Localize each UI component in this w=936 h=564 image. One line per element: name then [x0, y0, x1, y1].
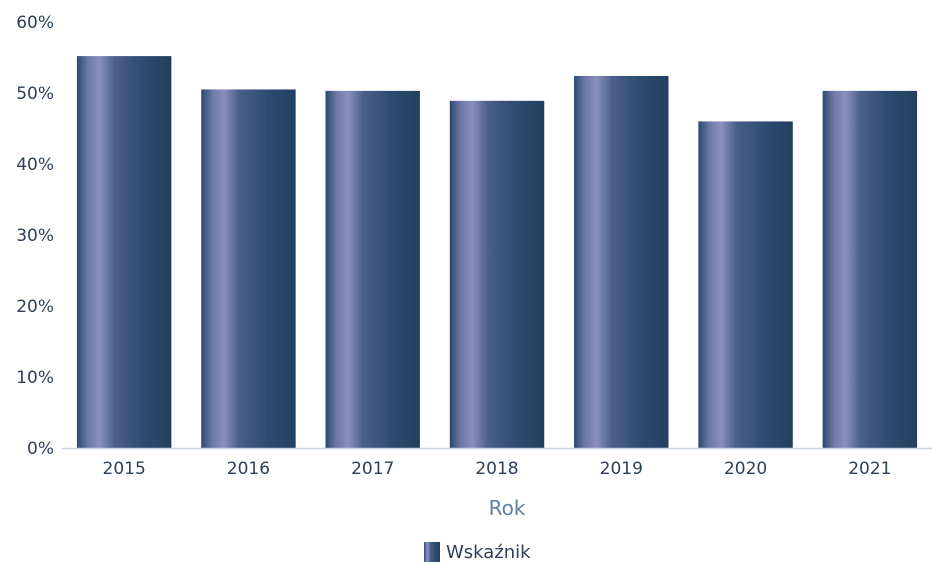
y-tick-label: 30% — [16, 226, 54, 246]
bar — [449, 100, 545, 448]
x-tick-label: 2019 — [600, 459, 643, 479]
legend: Wskaźnik — [424, 542, 531, 563]
bar — [201, 89, 296, 448]
legend-swatch — [424, 542, 440, 562]
bar — [698, 121, 793, 449]
x-tick-label: 2015 — [103, 459, 146, 479]
bar — [76, 56, 172, 449]
bar — [325, 90, 420, 449]
bars-group — [76, 56, 918, 449]
y-tick-label: 20% — [16, 297, 54, 317]
x-tick-label: 2017 — [351, 459, 394, 479]
y-tick-label: 40% — [16, 155, 54, 175]
x-tick-label: 2018 — [475, 459, 518, 479]
x-tick-label: 2021 — [848, 459, 891, 479]
legend-label: Wskaźnik — [446, 542, 531, 563]
y-tick-label: 10% — [16, 368, 54, 388]
x-tick-label: 2016 — [227, 459, 270, 479]
y-axis-ticks: 0% 10% 20% 30% 40% 50% 60% — [16, 13, 54, 459]
y-tick-label: 60% — [16, 13, 54, 33]
bar — [822, 90, 918, 449]
x-axis-title: Rok — [489, 496, 526, 520]
y-tick-label: 0% — [27, 439, 54, 459]
x-axis-ticks: 2015 2016 2017 2018 2019 2020 2021 — [103, 459, 892, 479]
bar — [574, 75, 669, 449]
x-tick-label: 2020 — [724, 459, 767, 479]
y-tick-label: 50% — [16, 84, 54, 104]
